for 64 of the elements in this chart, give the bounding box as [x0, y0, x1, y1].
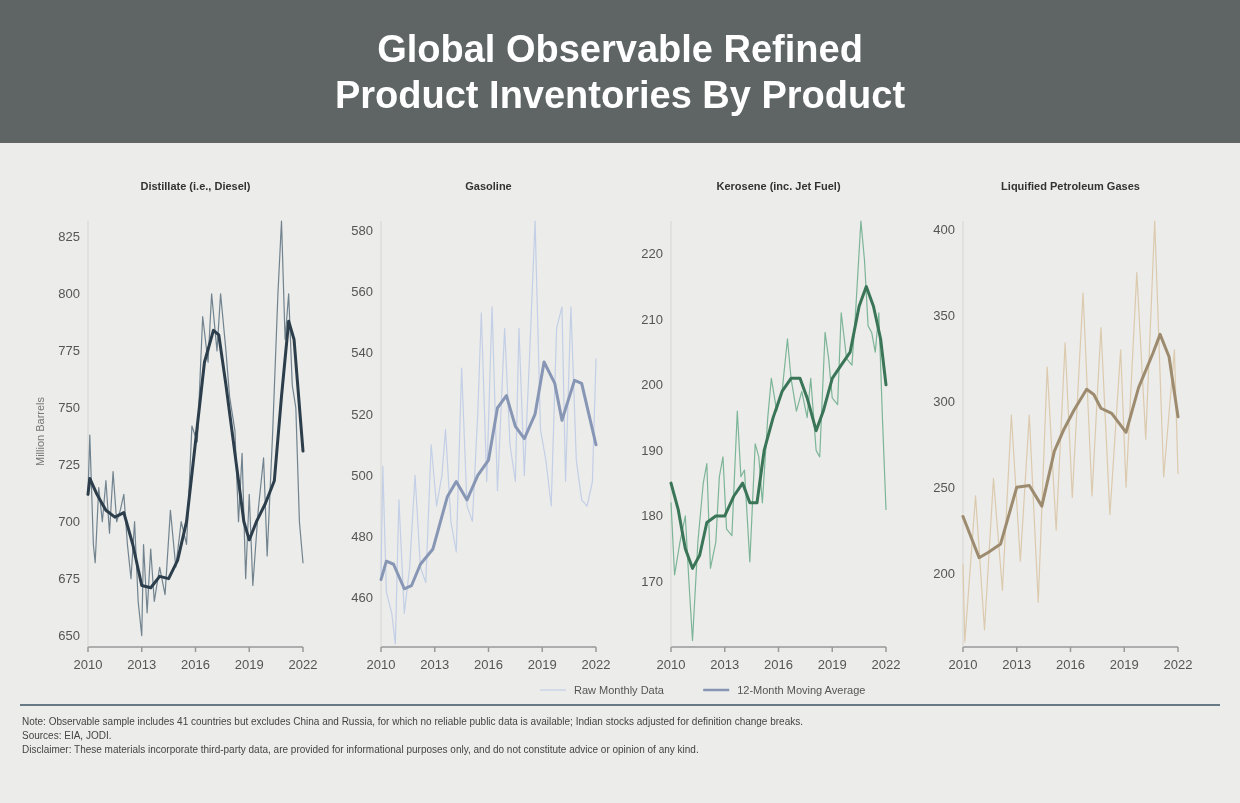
legend-label: Raw Monthly Data — [574, 684, 665, 696]
line-series — [961, 332, 1180, 560]
line-series — [86, 319, 305, 590]
y-tick-label: 825 — [58, 229, 80, 245]
y-tick-label: 170 — [641, 573, 663, 589]
y-tick-label: 300 — [933, 393, 955, 409]
y-tick-label: 725 — [58, 457, 80, 473]
x-tick-label: 2022 — [1163, 657, 1193, 672]
y-tick-label: 540 — [351, 345, 373, 361]
x-tick-label: 2010 — [366, 657, 396, 672]
y-tick-label: 460 — [351, 590, 373, 606]
text: Disclaimer: These materials incorporate third-party data, are provided for informational purposes only, and do not constitute advice or opinion of any kind. — [22, 744, 699, 755]
line-series — [669, 285, 888, 570]
chart-title: Kerosene (inc. Jet Fuel) — [716, 180, 841, 192]
line-series — [87, 220, 304, 637]
line-series — [670, 220, 887, 642]
legend-label: 12-Month Moving Average — [737, 684, 866, 696]
x-tick-label: 2010 — [73, 657, 103, 672]
x-tick-label: 2013 — [127, 657, 157, 672]
chart-title: Liquified Petroleum Gases — [1001, 180, 1140, 192]
x-tick-label: 2016 — [764, 657, 793, 672]
chart-title: Distillate (i.e., Diesel) — [140, 180, 251, 192]
x-tick-label: 2022 — [288, 657, 318, 672]
y-tick-label: 500 — [351, 467, 373, 483]
line-series — [379, 360, 598, 591]
text: Note: Observable sample includes 41 countries but excludes China and Russia, for which no reliable public data is available; Indian stocks adjusted for definition change breaks. — [22, 716, 804, 727]
y-axis-title: Million Barrels — [34, 396, 46, 467]
y-tick-label: 580 — [351, 222, 373, 238]
y-tick-label: 750 — [58, 400, 80, 416]
x-tick-label: 2019 — [817, 657, 847, 672]
source-note: Sources: EIA, JODI. — [22, 730, 112, 741]
x-tick-label: 2013 — [1002, 657, 1032, 672]
x-tick-label: 2010 — [948, 657, 978, 672]
x-tick-label: 2019 — [527, 657, 557, 672]
y-tick-label: 775 — [58, 343, 80, 359]
y-tick-label: 350 — [933, 307, 955, 323]
x-tick-label: 2013 — [420, 657, 450, 672]
y-tick-label: 650 — [58, 628, 80, 644]
text: Global Observable Refined Product Inventories By Product — [334, 28, 906, 116]
line-series — [962, 220, 1179, 643]
x-tick-label: 2016 — [181, 657, 210, 672]
y-tick-label: 190 — [641, 442, 663, 458]
y-tick-label: 700 — [58, 514, 80, 530]
y-tick-label: 180 — [641, 508, 663, 524]
x-tick-label: 2016 — [1056, 657, 1085, 672]
x-tick-label: 2010 — [656, 657, 686, 672]
chart-title: Gasoline — [465, 180, 512, 192]
x-tick-label: 2016 — [474, 657, 503, 672]
y-tick-label: 520 — [351, 406, 373, 422]
y-tick-label: 675 — [58, 571, 80, 587]
x-tick-label: 2022 — [581, 657, 611, 672]
y-tick-label: 200 — [933, 565, 955, 581]
y-tick-label: 220 — [641, 246, 663, 262]
y-tick-label: 800 — [58, 286, 80, 302]
y-tick-label: 210 — [641, 311, 663, 327]
y-tick-label: 250 — [933, 479, 955, 495]
x-tick-label: 2019 — [234, 657, 264, 672]
y-tick-label: 480 — [351, 529, 373, 545]
x-tick-label: 2022 — [871, 657, 901, 672]
x-tick-label: 2019 — [1109, 657, 1139, 672]
x-tick-label: 2013 — [710, 657, 740, 672]
y-tick-label: 400 — [933, 222, 955, 238]
y-tick-label: 200 — [641, 377, 663, 393]
y-tick-label: 560 — [351, 283, 373, 299]
